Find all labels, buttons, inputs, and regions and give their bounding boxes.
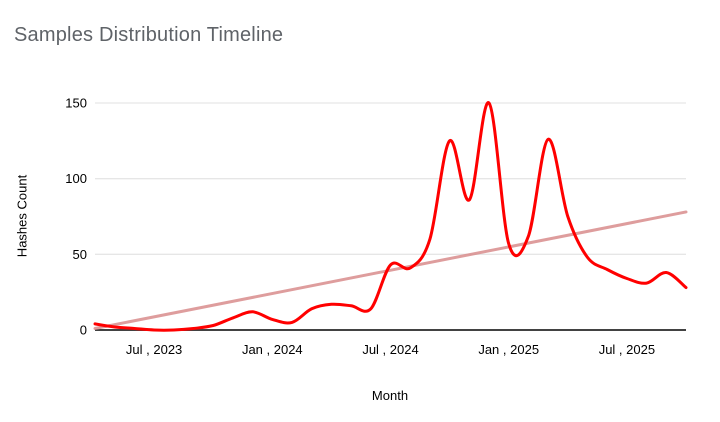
- x-tick-label: Jul , 2024: [362, 342, 418, 357]
- x-tick-label: Jul , 2025: [599, 342, 655, 357]
- y-tick-label: 0: [80, 323, 87, 338]
- y-tick-label: 50: [73, 247, 87, 262]
- x-tick-label: Jan , 2025: [478, 342, 539, 357]
- trendline-group: [93, 210, 688, 330]
- trendline: [93, 210, 688, 330]
- y-tick-labels: 0 50 100 150: [65, 96, 87, 338]
- y-tick-label: 150: [65, 96, 87, 111]
- y-tick-label: 100: [65, 171, 87, 186]
- x-tick-label: Jul , 2023: [126, 342, 182, 357]
- x-axis-title: Month: [371, 388, 409, 403]
- series-line: [93, 101, 688, 332]
- series-group: [93, 101, 688, 332]
- gridlines: [95, 102, 686, 331]
- x-tick-labels: Jul , 2023 Jan , 2024 Jul , 2024 Jan , 2025…: [126, 342, 655, 357]
- chart-title: Samples Distribution Timeline: [14, 24, 284, 46]
- x-tick-label: Jan , 2024: [242, 342, 303, 357]
